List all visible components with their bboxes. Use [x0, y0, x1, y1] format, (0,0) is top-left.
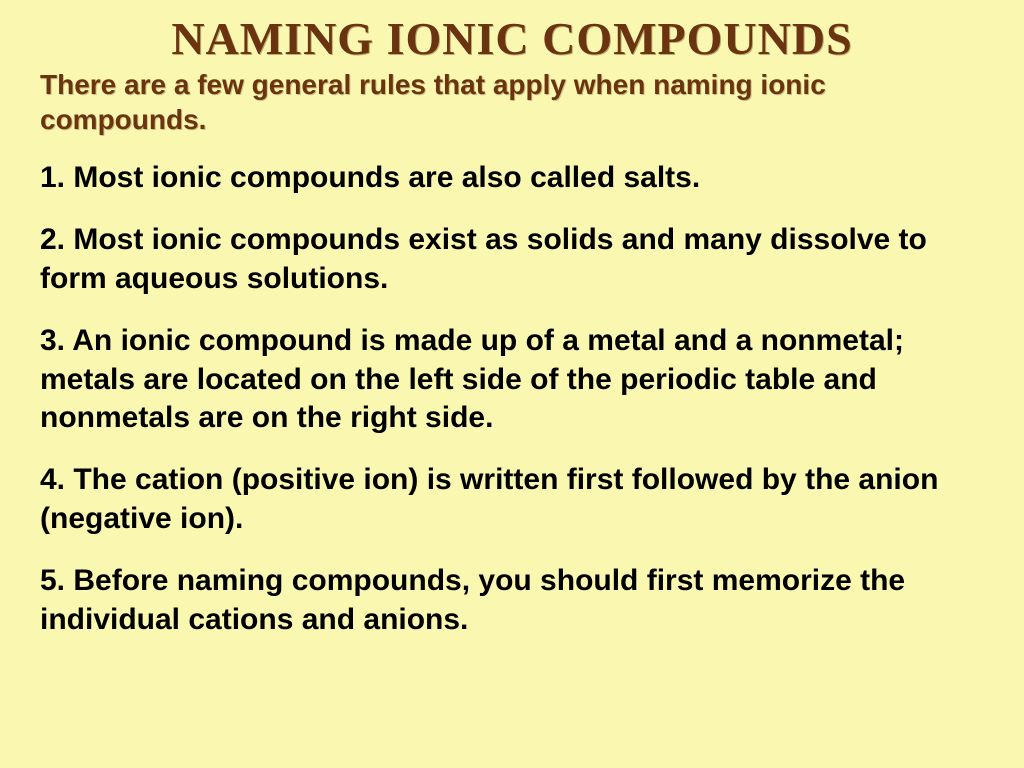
rule-item: 3. An ionic compound is made up of a met…: [40, 322, 984, 437]
slide-subtitle: There are a few general rules that apply…: [40, 67, 984, 137]
rule-item: 5. Before naming compounds, you should f…: [40, 562, 984, 639]
rule-item: 2. Most ionic compounds exist as solids …: [40, 221, 984, 298]
rule-item: 4. The cation (positive ion) is written …: [40, 461, 984, 538]
rule-item: 1. Most ionic compounds are also called …: [40, 159, 984, 197]
slide-title: NAMING IONIC COMPOUNDS: [40, 12, 984, 65]
